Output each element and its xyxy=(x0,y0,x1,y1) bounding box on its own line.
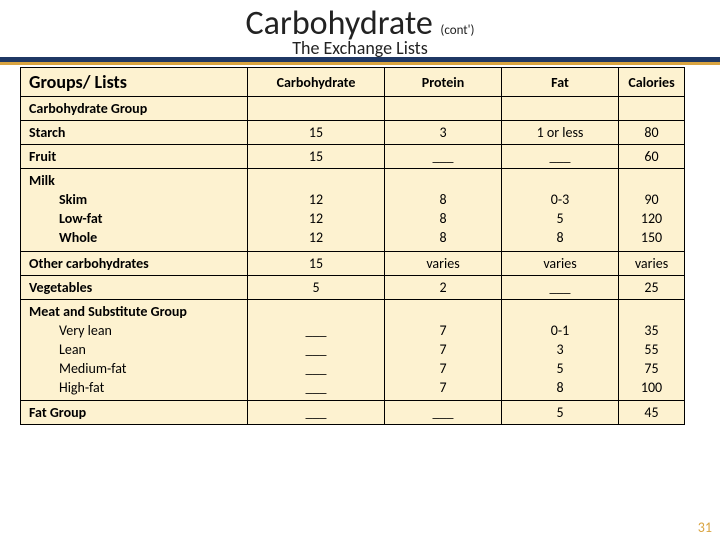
row-label: Starch xyxy=(21,121,248,145)
table-row: Milk Skim Low-fat Whole 121212 888 0-358… xyxy=(21,169,685,252)
table-row: Fruit 15 ___ ___ 60 xyxy=(21,145,685,169)
cell: ___ xyxy=(385,401,502,425)
cell: 7777 xyxy=(385,299,502,400)
col-groups: Groups/ Lists xyxy=(21,68,248,97)
cell: 121212 xyxy=(248,169,385,252)
row-label: Milk Skim Low-fat Whole xyxy=(21,169,248,252)
cell: varies xyxy=(619,251,685,275)
cell: 25 xyxy=(619,275,685,299)
table-row: Starch 15 3 1 or less 80 xyxy=(21,121,685,145)
cell: ____________ xyxy=(248,299,385,400)
col-fat: Fat xyxy=(502,68,619,97)
cell: ___ xyxy=(385,145,502,169)
table-row: Fat Group ___ ___ 5 45 xyxy=(21,401,685,425)
row-label: Meat and Substitute Group Very lean Lean… xyxy=(21,299,248,400)
row-label: Fat Group xyxy=(21,401,248,425)
cell: 0-358 xyxy=(502,169,619,252)
cell: 90120150 xyxy=(619,169,685,252)
cell: 60 xyxy=(619,145,685,169)
group-label: Carbohydrate Group xyxy=(21,97,248,121)
title-block: Carbohydrate (cont') The Exchange Lists xyxy=(0,0,720,57)
col-carb: Carbohydrate xyxy=(248,68,385,97)
cell: ___ xyxy=(502,275,619,299)
cell: varies xyxy=(385,251,502,275)
cell: 0-1358 xyxy=(502,299,619,400)
cell: 888 xyxy=(385,169,502,252)
table-header-row: Groups/ Lists Carbohydrate Protein Fat C… xyxy=(21,68,685,97)
cell: 355575100 xyxy=(619,299,685,400)
cell: 3 xyxy=(385,121,502,145)
cell: 15 xyxy=(248,145,385,169)
cell: ___ xyxy=(248,401,385,425)
row-label: Other carbohydrates xyxy=(21,251,248,275)
cell: varies xyxy=(502,251,619,275)
cell: 1 or less xyxy=(502,121,619,145)
cell: ___ xyxy=(502,145,619,169)
exchange-table: Groups/ Lists Carbohydrate Protein Fat C… xyxy=(20,67,685,425)
cell: 5 xyxy=(502,401,619,425)
row-label: Vegetables xyxy=(21,275,248,299)
cell: 5 xyxy=(248,275,385,299)
table-row: Carbohydrate Group xyxy=(21,97,685,121)
page-number: 31 xyxy=(698,519,712,536)
cell: 80 xyxy=(619,121,685,145)
cell: 15 xyxy=(248,251,385,275)
col-protein: Protein xyxy=(385,68,502,97)
cell: 2 xyxy=(385,275,502,299)
table-row: Vegetables 5 2 ___ 25 xyxy=(21,275,685,299)
table-row: Meat and Substitute Group Very lean Lean… xyxy=(21,299,685,400)
col-calories: Calories xyxy=(619,68,685,97)
rule-gold xyxy=(0,62,720,65)
cell: 45 xyxy=(619,401,685,425)
title-cont: (cont') xyxy=(440,23,474,38)
row-label: Fruit xyxy=(21,145,248,169)
cell: 15 xyxy=(248,121,385,145)
table-row: Other carbohydrates 15 varies varies var… xyxy=(21,251,685,275)
subtitle: The Exchange Lists xyxy=(0,39,720,57)
